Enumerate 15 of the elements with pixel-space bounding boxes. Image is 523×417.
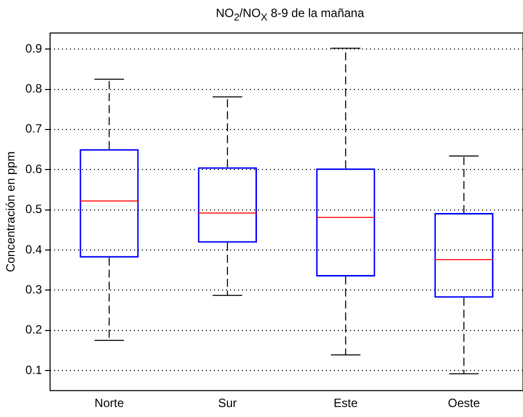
x-tick-label: Este xyxy=(334,396,358,410)
y-tick-label: 0.6 xyxy=(25,162,42,176)
x-tick-label: Norte xyxy=(94,396,124,410)
x-tick-label: Sur xyxy=(218,396,237,410)
x-tick-label: Oeste xyxy=(448,396,480,410)
y-tick-label: 0.9 xyxy=(25,41,42,56)
y-tick-label: 0.5 xyxy=(25,202,42,216)
y-tick-label: 0.2 xyxy=(25,322,42,337)
chart-title: NO$_{2}$/NO$_{X}$ 8-9 de la mañana xyxy=(214,6,366,24)
y-tick-label: 0.3 xyxy=(25,282,42,296)
y-axis-title: Concentración en ppm xyxy=(4,151,18,272)
y-tick-label: 0.4 xyxy=(25,242,42,256)
y-tick-label: 0.7 xyxy=(25,122,42,136)
y-tick-label: 0.1 xyxy=(25,362,42,377)
y-tick-label: 0.8 xyxy=(25,82,42,96)
